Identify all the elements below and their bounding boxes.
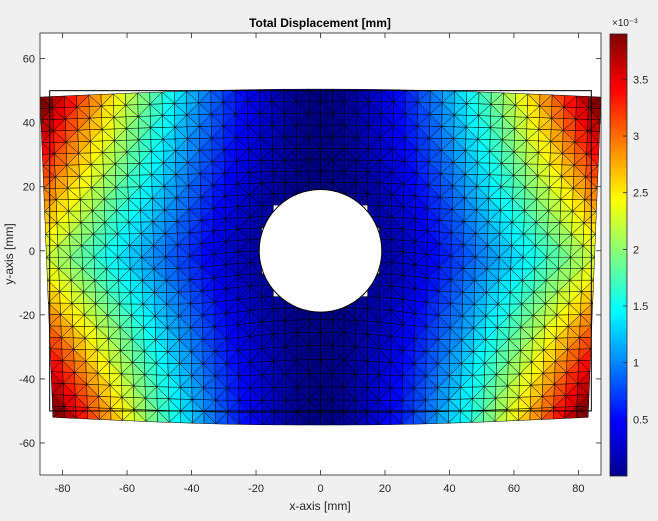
mesh-element [51,95,66,109]
colorbar-tick-label: 1.5 [633,301,648,313]
y-axis-label: y-axis [mm] [2,223,16,284]
mesh-element [100,93,114,107]
mesh-element [490,92,505,105]
x-tick-label: 80 [572,483,584,495]
colorbar-tick-label: 0.5 [633,414,648,426]
hole [258,188,383,313]
mesh-element [149,91,163,105]
y-tick-label: 60 [23,54,35,66]
x-tick-label: -60 [119,483,135,495]
y-tick-label: -60 [19,438,35,450]
mesh-element [466,91,480,104]
colorbar-tick-label: 2.5 [633,188,648,200]
mesh-element [76,94,90,108]
mesh-element [173,90,187,105]
y-tick-label: 20 [23,182,35,194]
mesh-element [344,88,358,102]
displacement-mesh [40,88,601,426]
mesh-element [222,89,236,103]
colorbar-tick-label: 2 [633,244,639,256]
y-tick-label: 40 [23,118,35,130]
x-tick-label: -80 [55,483,71,495]
mesh-element [271,88,285,103]
y-tick-label: 0 [29,246,35,258]
x-tick-label: 60 [508,483,520,495]
colorbar-tick-label: 1 [633,358,639,370]
x-axis-ticks: -80 -60 -40 -20 0 20 40 60 80 [55,33,585,495]
mesh-element [539,94,553,107]
mesh-element [125,92,139,106]
mesh-element [515,93,529,106]
mesh-element [368,89,383,102]
x-tick-label: 0 [317,483,323,495]
colorbar-ticks: 0.5 1 1.5 2 2.5 3 3.5 [623,74,648,426]
mesh-element [320,88,334,102]
y-tick-label: -20 [19,310,35,322]
chart-title: Total Displacement [mm] [249,16,391,30]
mesh-element [393,89,407,103]
x-axis-label: x-axis [mm] [289,499,350,513]
x-tick-label: 40 [443,483,455,495]
mesh-element [247,89,261,103]
colorbar-tick-label: 3 [633,131,639,143]
x-tick-label: -20 [248,483,264,495]
colorbar-tick-label: 3.5 [633,74,648,86]
y-tick-label: -40 [19,374,35,386]
undeformed-outline [49,90,592,412]
x-tick-label: -40 [184,483,200,495]
mesh-element [563,95,578,108]
colorbar [609,33,628,477]
mesh-element [295,88,309,102]
y-axis-ticks: -60 -40 -20 0 20 40 60 [19,54,601,450]
x-tick-label: 20 [379,483,391,495]
colorbar-exponent-label: ×10⁻³ [612,18,638,29]
